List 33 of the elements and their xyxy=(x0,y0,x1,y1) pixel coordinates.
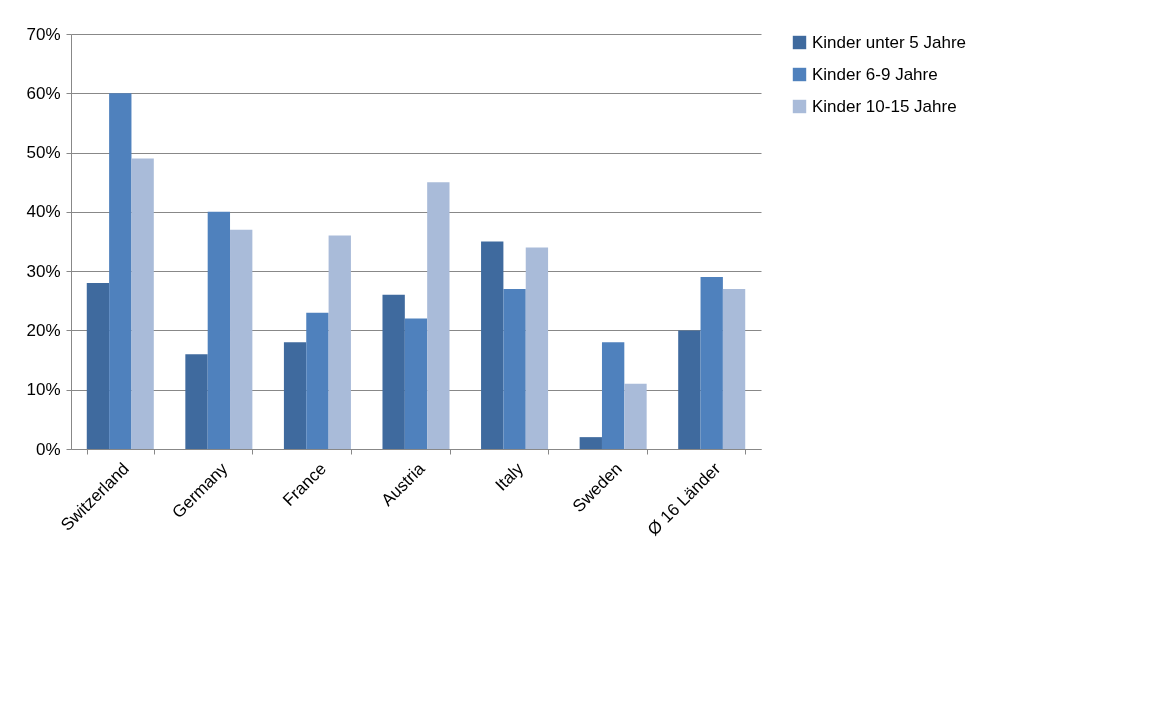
legend-label: Kinder unter 5 Jahre xyxy=(812,32,967,52)
y-tick-label: 50% xyxy=(26,143,61,163)
x-tick-label: Italy xyxy=(491,458,528,495)
bar xyxy=(86,283,110,449)
y-tick-label: 30% xyxy=(26,261,61,281)
bar xyxy=(306,312,329,449)
bar xyxy=(579,437,602,449)
bar xyxy=(525,247,549,449)
bar xyxy=(700,277,723,449)
bar xyxy=(481,241,504,449)
bar xyxy=(601,342,625,449)
bar xyxy=(624,383,647,449)
bar xyxy=(109,93,132,449)
y-tick-label: 40% xyxy=(26,202,61,222)
y-tick-label: 10% xyxy=(26,380,61,400)
bar xyxy=(503,288,526,449)
bar xyxy=(207,211,231,449)
bar xyxy=(404,318,428,449)
y-tick-label: 0% xyxy=(35,439,61,459)
bar xyxy=(283,342,307,449)
bar xyxy=(328,235,351,449)
bar xyxy=(722,288,746,449)
bar xyxy=(185,354,208,449)
legend-label: Kinder 6-9 Jahre xyxy=(812,64,938,84)
bar xyxy=(427,182,450,449)
bar xyxy=(382,294,405,449)
y-tick-label: 70% xyxy=(26,24,61,44)
y-tick-label: 20% xyxy=(26,320,61,340)
legend-label: Kinder 10-15 Jahre xyxy=(812,96,957,116)
bar xyxy=(230,229,253,449)
y-tick-label: 60% xyxy=(26,83,61,103)
bar xyxy=(131,158,154,449)
bar xyxy=(678,330,701,449)
